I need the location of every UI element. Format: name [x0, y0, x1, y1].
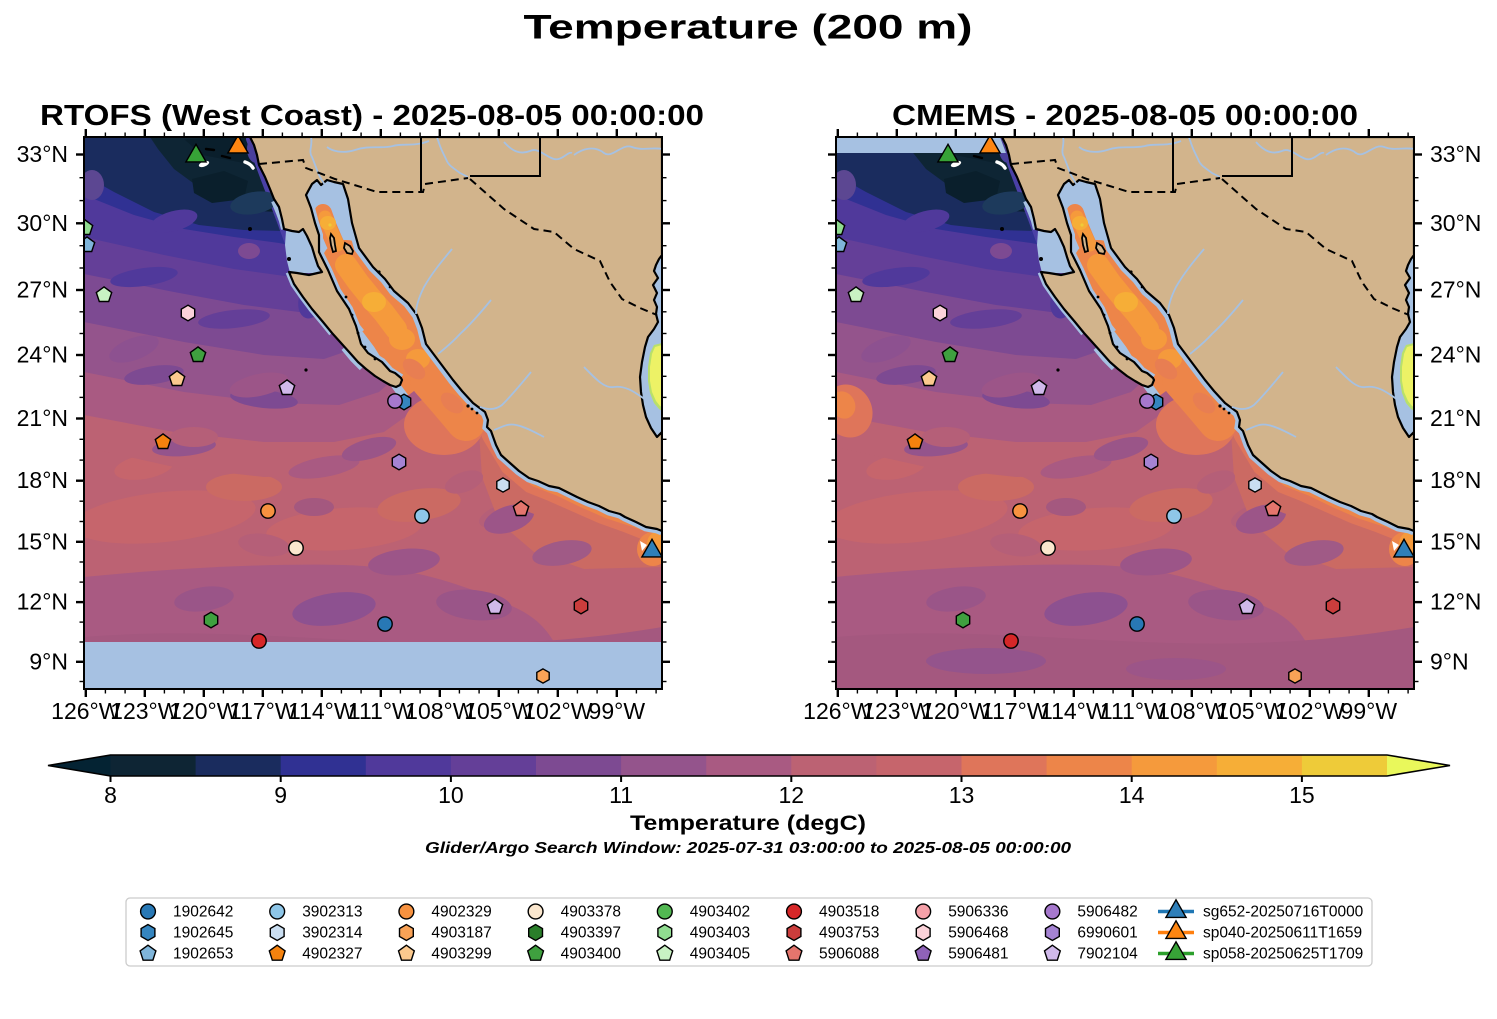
svg-text:123°W: 123°W	[110, 698, 180, 724]
svg-text:108°W: 108°W	[1157, 698, 1227, 724]
svg-text:4903397: 4903397	[561, 925, 621, 942]
svg-text:5906481: 5906481	[948, 946, 1008, 963]
svg-text:126°W: 126°W	[803, 698, 873, 724]
svg-text:111°W: 111°W	[1100, 698, 1166, 724]
svg-text:5906482: 5906482	[1077, 904, 1137, 921]
svg-text:4903405: 4903405	[690, 946, 750, 963]
svg-text:21°N: 21°N	[17, 405, 68, 431]
svg-text:5906336: 5906336	[948, 904, 1008, 921]
svg-text:4903400: 4903400	[561, 946, 622, 963]
svg-text:3902314: 3902314	[302, 925, 363, 942]
svg-text:3902313: 3902313	[302, 904, 362, 921]
svg-text:120°W: 120°W	[169, 698, 239, 724]
svg-text:13: 13	[949, 782, 975, 808]
svg-text:4903403: 4903403	[690, 925, 750, 942]
svg-text:33°N: 33°N	[1430, 141, 1481, 167]
svg-text:99°W: 99°W	[1341, 698, 1398, 724]
svg-text:30°N: 30°N	[17, 210, 68, 236]
svg-text:105°W: 105°W	[464, 698, 534, 724]
svg-text:CMEMS - 2025-08-05 00:00:00: CMEMS - 2025-08-05 00:00:00	[892, 100, 1358, 132]
svg-text:sg652-20250716T0000: sg652-20250716T0000	[1203, 904, 1364, 921]
svg-text:4902327: 4902327	[302, 946, 362, 963]
svg-text:15°N: 15°N	[1430, 528, 1481, 554]
svg-text:108°W: 108°W	[405, 698, 475, 724]
svg-text:4903518: 4903518	[819, 904, 879, 921]
svg-text:sp058-20250625T1709: sp058-20250625T1709	[1203, 946, 1363, 963]
svg-text:12°N: 12°N	[17, 589, 68, 615]
svg-text:123°W: 123°W	[862, 698, 932, 724]
svg-text:24°N: 24°N	[1430, 342, 1481, 368]
svg-text:21°N: 21°N	[1430, 405, 1481, 431]
svg-text:18°N: 18°N	[1430, 467, 1481, 493]
svg-text:18°N: 18°N	[17, 467, 68, 493]
svg-text:9°N: 9°N	[29, 648, 68, 674]
svg-text:1902653: 1902653	[173, 946, 233, 963]
svg-text:11: 11	[609, 782, 633, 808]
svg-text:4903402: 4903402	[690, 904, 750, 921]
svg-text:9: 9	[274, 782, 287, 808]
svg-text:111°W: 111°W	[348, 698, 414, 724]
svg-text:4903299: 4903299	[431, 946, 491, 963]
svg-text:126°W: 126°W	[51, 698, 121, 724]
svg-text:4903187: 4903187	[431, 925, 491, 942]
svg-text:117°W: 117°W	[981, 698, 1049, 724]
svg-text:117°W: 117°W	[229, 698, 297, 724]
svg-text:6990601: 6990601	[1077, 925, 1137, 942]
svg-text:12: 12	[779, 782, 805, 808]
svg-text:1902645: 1902645	[173, 925, 233, 942]
svg-text:120°W: 120°W	[921, 698, 991, 724]
svg-text:1902642: 1902642	[173, 904, 233, 921]
svg-text:24°N: 24°N	[17, 342, 68, 368]
svg-text:5906088: 5906088	[819, 946, 879, 963]
svg-text:15: 15	[1289, 782, 1315, 808]
svg-text:4903753: 4903753	[819, 925, 879, 942]
svg-text:114°W: 114°W	[1040, 698, 1108, 724]
svg-text:Glider/Argo Search Window: 202: Glider/Argo Search Window: 2025-07-31 03…	[425, 840, 1071, 857]
svg-text:8: 8	[104, 782, 117, 808]
svg-text:14: 14	[1119, 782, 1145, 808]
svg-text:27°N: 27°N	[1430, 277, 1481, 303]
svg-text:102°W: 102°W	[523, 698, 593, 724]
svg-text:12°N: 12°N	[1430, 589, 1481, 615]
svg-text:105°W: 105°W	[1216, 698, 1286, 724]
svg-text:15°N: 15°N	[17, 528, 68, 554]
svg-text:99°W: 99°W	[589, 698, 646, 724]
svg-text:4902329: 4902329	[431, 904, 491, 921]
svg-text:102°W: 102°W	[1275, 698, 1345, 724]
svg-text:sp040-20250611T1659: sp040-20250611T1659	[1203, 925, 1362, 942]
svg-text:114°W: 114°W	[288, 698, 356, 724]
svg-text:5906468: 5906468	[948, 925, 1008, 942]
svg-text:27°N: 27°N	[17, 277, 68, 303]
svg-text:33°N: 33°N	[17, 141, 68, 167]
svg-text:9°N: 9°N	[1430, 648, 1469, 674]
svg-text:Temperature (200 m): Temperature (200 m)	[524, 9, 973, 47]
svg-text:4903378: 4903378	[561, 904, 621, 921]
svg-text:7902104: 7902104	[1077, 946, 1138, 963]
svg-text:10: 10	[438, 782, 464, 808]
svg-text:30°N: 30°N	[1430, 210, 1481, 236]
svg-text:RTOFS (West Coast) - 2025-08-0: RTOFS (West Coast) - 2025-08-05 00:00:00	[40, 100, 704, 132]
svg-text:Temperature (degC): Temperature (degC)	[630, 811, 866, 835]
